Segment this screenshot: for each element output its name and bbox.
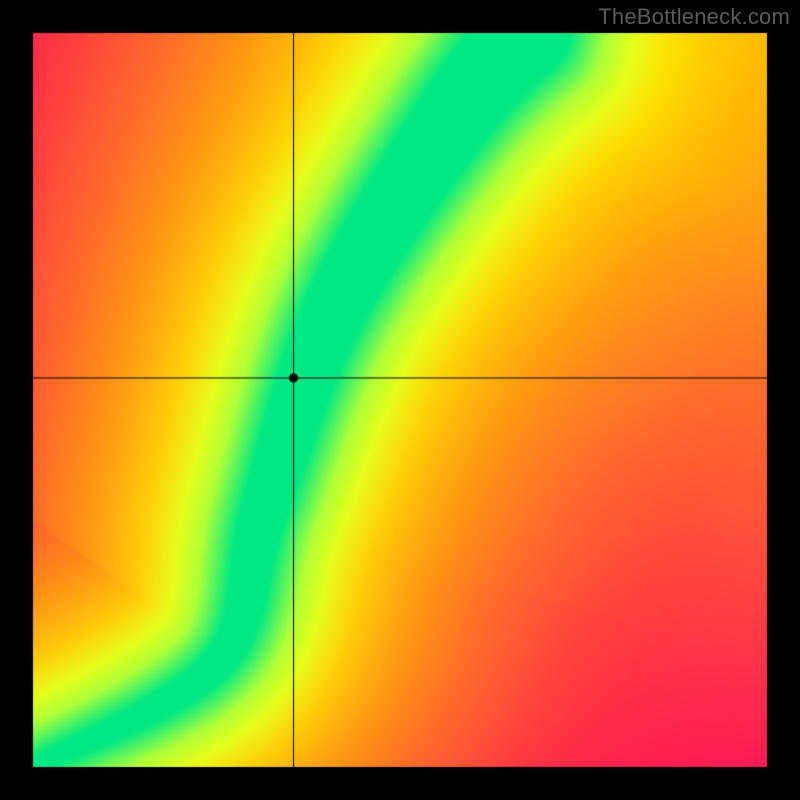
heatmap-canvas [0, 0, 800, 800]
watermark-text: TheBottleneck.com [598, 4, 790, 30]
chart-container: TheBottleneck.com [0, 0, 800, 800]
